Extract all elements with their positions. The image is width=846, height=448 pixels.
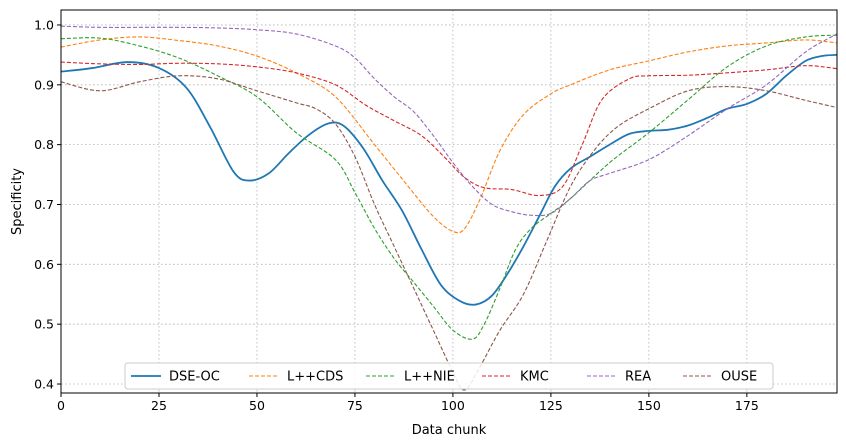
series-line-l-nie — [61, 34, 837, 340]
x-tick-label: 75 — [347, 398, 363, 413]
legend-label: OUSE — [721, 370, 757, 385]
y-tick-label: 0.7 — [34, 197, 54, 212]
plot-frame — [60, 9, 838, 394]
x-tick-label: 25 — [151, 398, 167, 413]
legend-label: L++CDS — [287, 370, 343, 385]
y-tick-label: 0.5 — [34, 317, 54, 332]
series-line-rea — [61, 25, 837, 217]
x-tick-label: 100 — [441, 398, 465, 413]
legend-label: REA — [625, 370, 651, 385]
y-tick-label: 0.9 — [34, 77, 54, 92]
legend-label: KMC — [520, 370, 549, 385]
series-line-l-cds — [61, 36, 837, 234]
y-tick-label: 0.6 — [34, 257, 54, 272]
x-axis-label: Data chunk — [412, 423, 487, 438]
x-tick-label: 125 — [539, 398, 563, 413]
y-tick-label: 0.4 — [34, 377, 54, 392]
x-tick-label: 150 — [637, 398, 661, 413]
legend-box — [124, 362, 774, 390]
x-tick-label: 50 — [249, 398, 265, 413]
series-lines — [61, 25, 837, 391]
y-axis-label: Specificity — [10, 168, 25, 235]
series-line-kmc — [61, 61, 837, 197]
y-tick-label: 1.0 — [34, 17, 54, 32]
legend-label: DSE-OC — [169, 370, 220, 385]
y-tick-label: 0.8 — [34, 137, 54, 152]
x-tick-label: 175 — [735, 398, 759, 413]
legend-label: L++NIE — [404, 370, 455, 385]
x-tick-label: 0 — [57, 398, 65, 413]
axis-ticks: 0 25 50 75 100 125 150 175 0.4 0.5 0.6 0.7 0.8 0.9 1.0 — [34, 17, 759, 413]
legend: DSE-OC L++CDS L++NIE KMC REA OUSE — [124, 362, 774, 390]
series-line-dse-oc — [61, 53, 837, 306]
series-line-ouse — [61, 75, 837, 391]
